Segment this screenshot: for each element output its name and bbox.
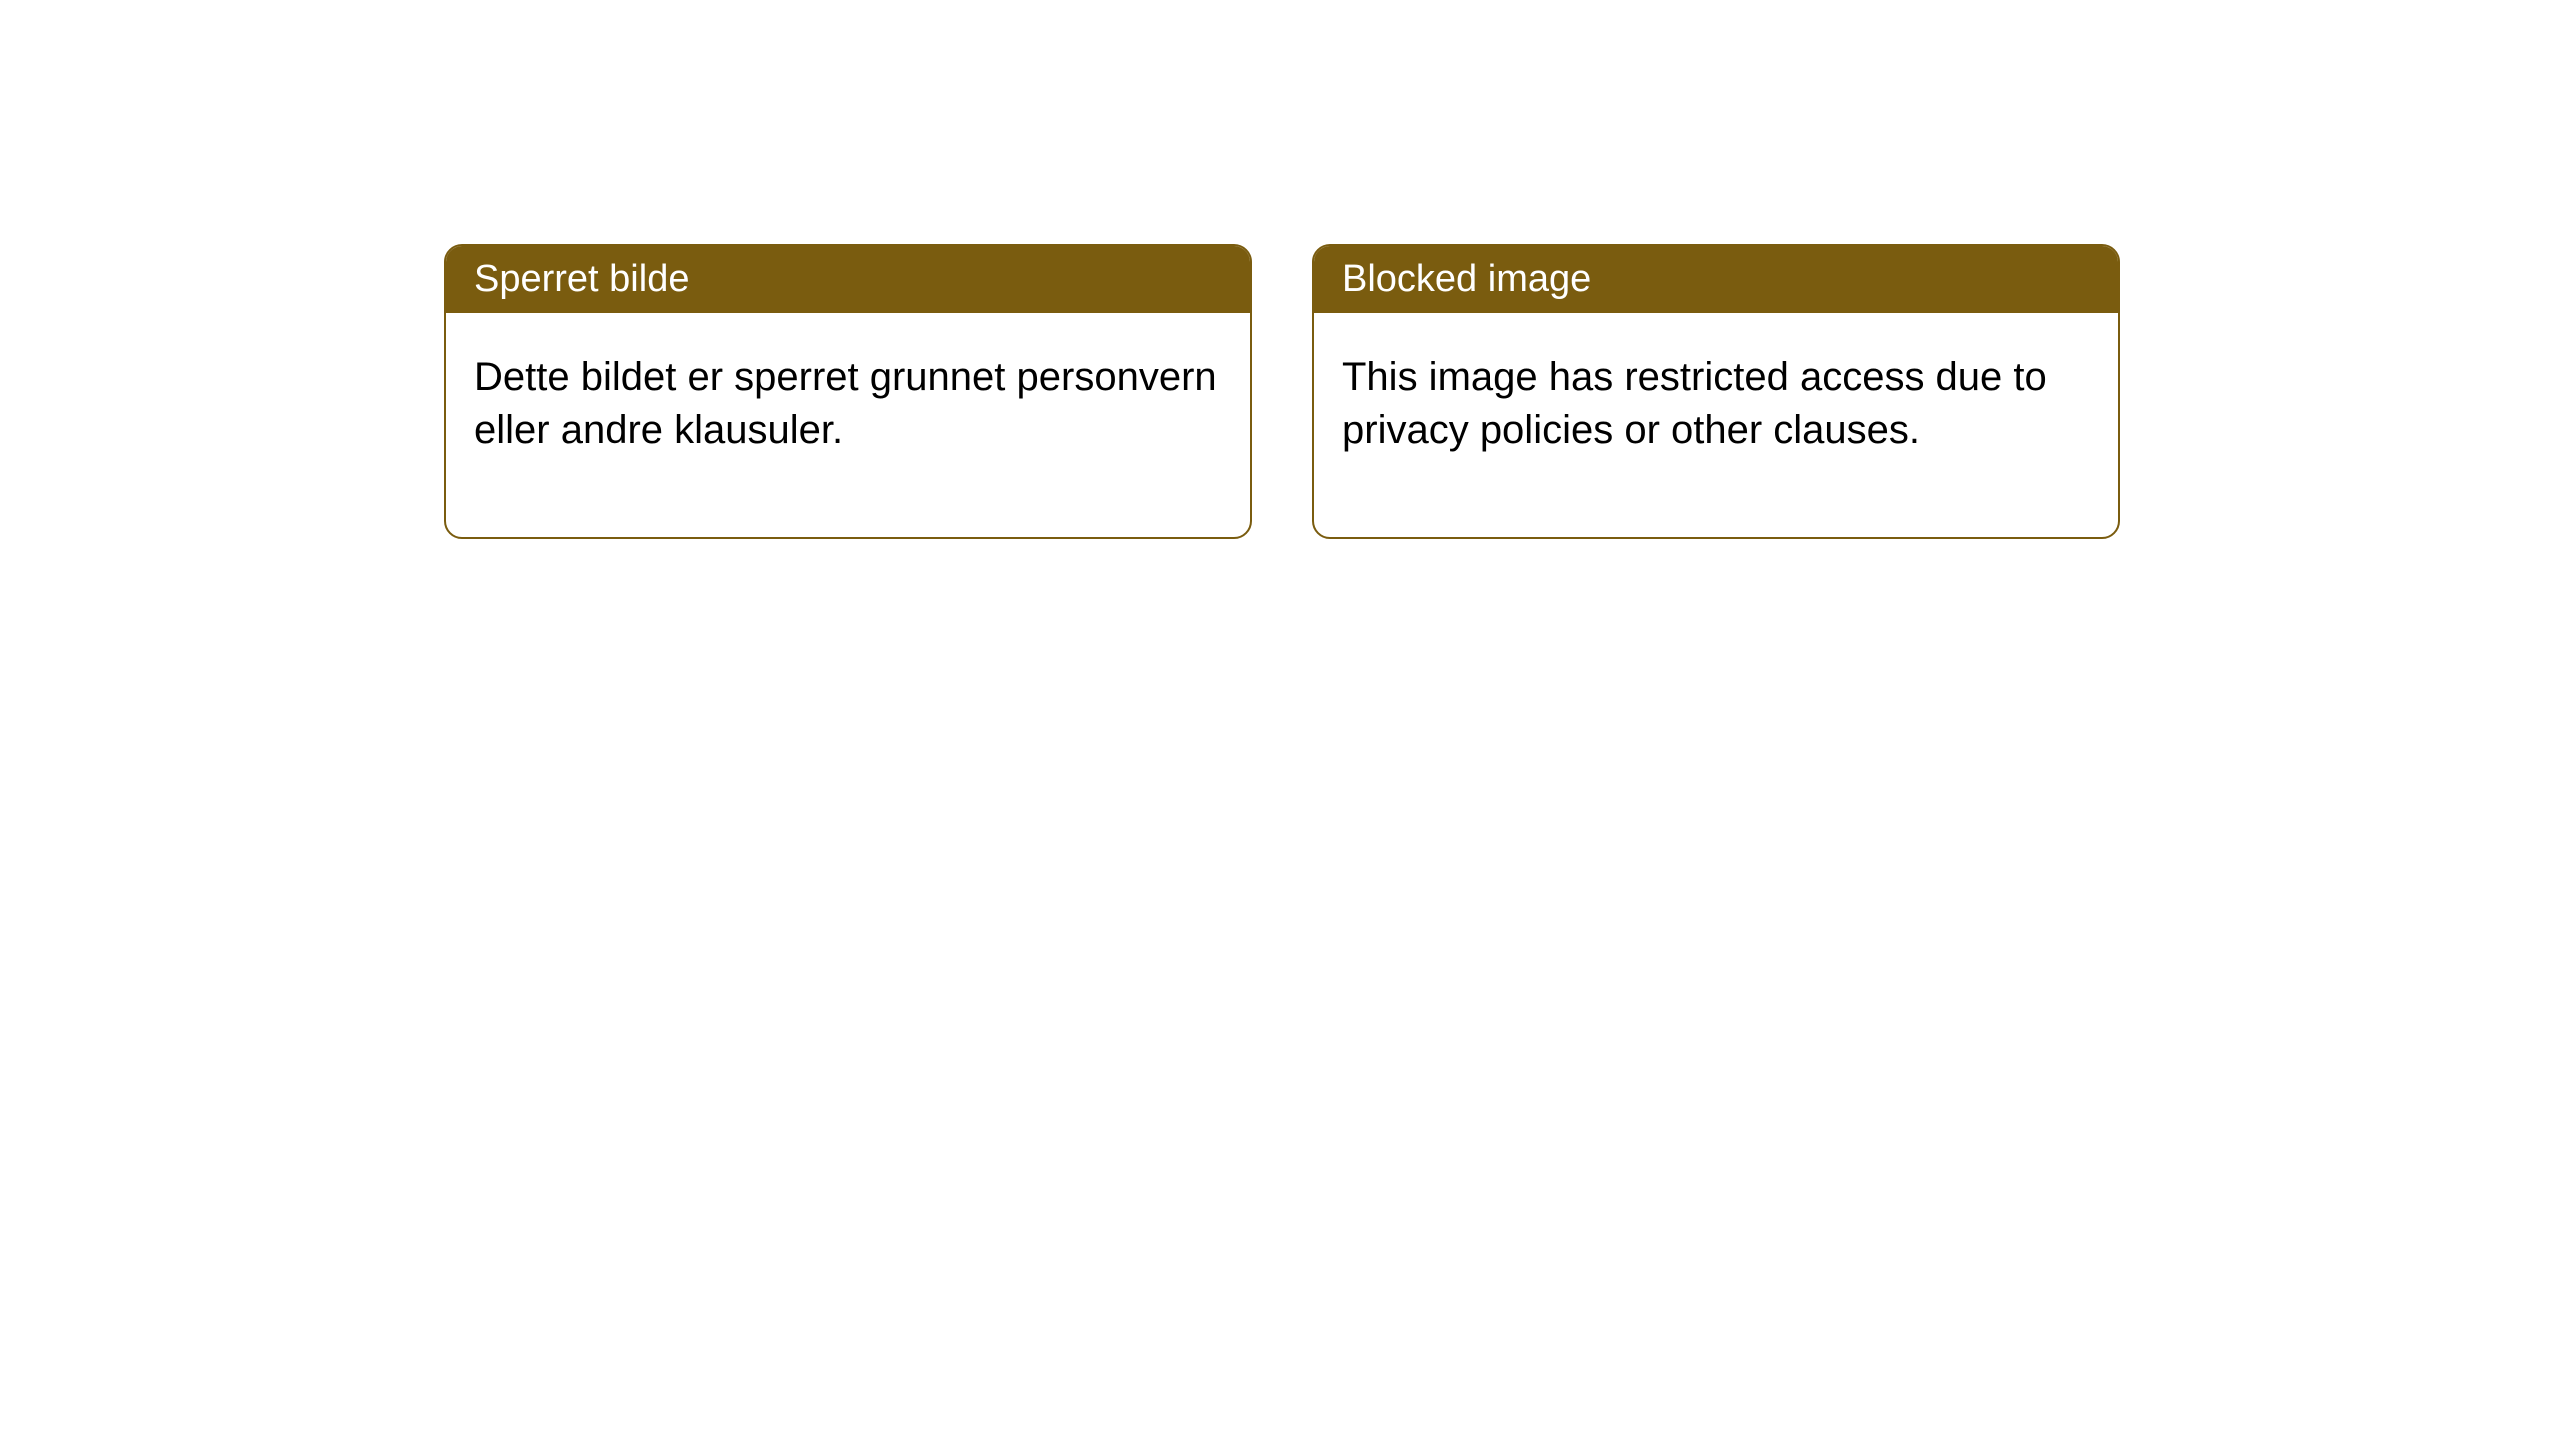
notice-card-english: Blocked image This image has restricted … xyxy=(1312,244,2120,539)
notice-container: Sperret bilde Dette bildet er sperret gr… xyxy=(0,0,2560,539)
notice-card-norwegian: Sperret bilde Dette bildet er sperret gr… xyxy=(444,244,1252,539)
notice-body: Dette bildet er sperret grunnet personve… xyxy=(446,313,1250,537)
notice-body: This image has restricted access due to … xyxy=(1314,313,2118,537)
notice-title: Blocked image xyxy=(1314,246,2118,313)
notice-title: Sperret bilde xyxy=(446,246,1250,313)
